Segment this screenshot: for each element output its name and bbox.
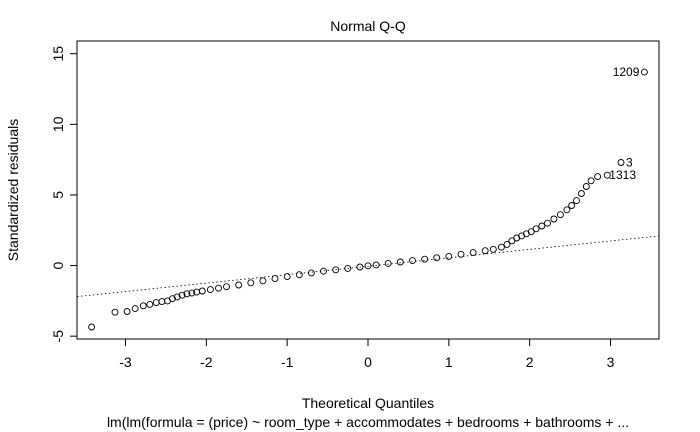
qq-point: [320, 267, 327, 275]
qq-point: [372, 261, 380, 269]
reference-line: [76, 235, 660, 297]
qq-point: [364, 262, 372, 270]
qq-point: [146, 300, 154, 308]
x-tick-label: -1: [281, 354, 294, 370]
qq-point: [332, 266, 340, 274]
qq-point: [469, 249, 477, 257]
y-tick-label: 15: [50, 46, 66, 62]
qq-point: [198, 287, 206, 295]
qq-point: [489, 245, 497, 253]
qq-point: [577, 190, 585, 197]
qq-point: [384, 259, 392, 267]
qq-point: [582, 183, 590, 190]
qq-point: [563, 206, 571, 214]
y-axis: -5 0 5 10 15: [50, 46, 77, 343]
x-tick-label: 1: [445, 354, 453, 370]
qq-point: [344, 264, 352, 272]
chart-subtitle: lm(lm(formula = (price) ~ room_type + ac…: [107, 414, 629, 430]
qq-point: [556, 211, 564, 219]
qq-point: [283, 273, 291, 281]
x-tick-label: 0: [364, 354, 372, 370]
qq-point: [640, 68, 648, 76]
qq-point: [168, 295, 176, 303]
y-tick-label: 10: [50, 116, 66, 132]
qq-point: [587, 177, 595, 185]
qq-point: [445, 252, 453, 260]
qq-point: [247, 279, 255, 287]
x-tick-label: 2: [526, 354, 534, 370]
qq-point: [123, 308, 131, 315]
qq-point: [594, 173, 602, 181]
qq-point: [173, 293, 181, 301]
qq-point: [131, 305, 139, 313]
point-label: 3: [626, 156, 633, 170]
qq-point: [139, 302, 147, 310]
qq-point: [188, 289, 196, 297]
point-label: 1209: [613, 65, 640, 79]
qq-point: [307, 269, 315, 277]
reference-line-layer: [76, 235, 660, 297]
qq-point: [178, 291, 186, 299]
qq-point: [356, 263, 364, 271]
qq-point: [603, 171, 611, 179]
qq-point: [409, 257, 416, 265]
qq-point: [215, 284, 222, 292]
qq-point: [295, 271, 303, 279]
qq-point: [550, 215, 558, 223]
qq-point: [532, 225, 540, 233]
qq-point: [88, 323, 96, 331]
qq-point: [433, 254, 441, 262]
x-tick-label: -2: [200, 354, 213, 370]
qq-point: [206, 286, 214, 294]
y-tick-label: 0: [50, 261, 66, 269]
x-tick-label: -3: [119, 354, 132, 370]
qq-point: [396, 258, 404, 266]
qq-point: [457, 250, 465, 258]
x-tick-label: 3: [607, 354, 615, 370]
qq-point: [573, 197, 580, 205]
qq-point: [544, 219, 551, 227]
x-axis: -3 -2 -1 0 1 2 3: [119, 339, 615, 370]
qq-point: [271, 275, 279, 283]
qq-point: [259, 277, 267, 285]
point-label: 1313: [609, 168, 636, 182]
qq-point: [538, 222, 546, 230]
qq-point: [223, 283, 230, 291]
chart-title: Normal Q-Q: [330, 18, 406, 34]
qq-point: [111, 308, 119, 316]
y-tick-label: -5: [50, 330, 66, 343]
qq-point: [481, 247, 489, 255]
y-axis-title: Standardized residuals: [5, 119, 21, 261]
points-layer: [88, 68, 648, 331]
qq-point: [497, 243, 505, 251]
qq-point: [235, 281, 243, 289]
qq-point: [503, 240, 511, 248]
qq-point: [617, 159, 625, 166]
qq-point: [421, 255, 429, 263]
qq-point: [568, 202, 576, 209]
x-axis-title: Theoretical Quantiles: [302, 395, 434, 411]
qq-point: [183, 290, 191, 298]
y-tick-label: 5: [50, 191, 66, 199]
